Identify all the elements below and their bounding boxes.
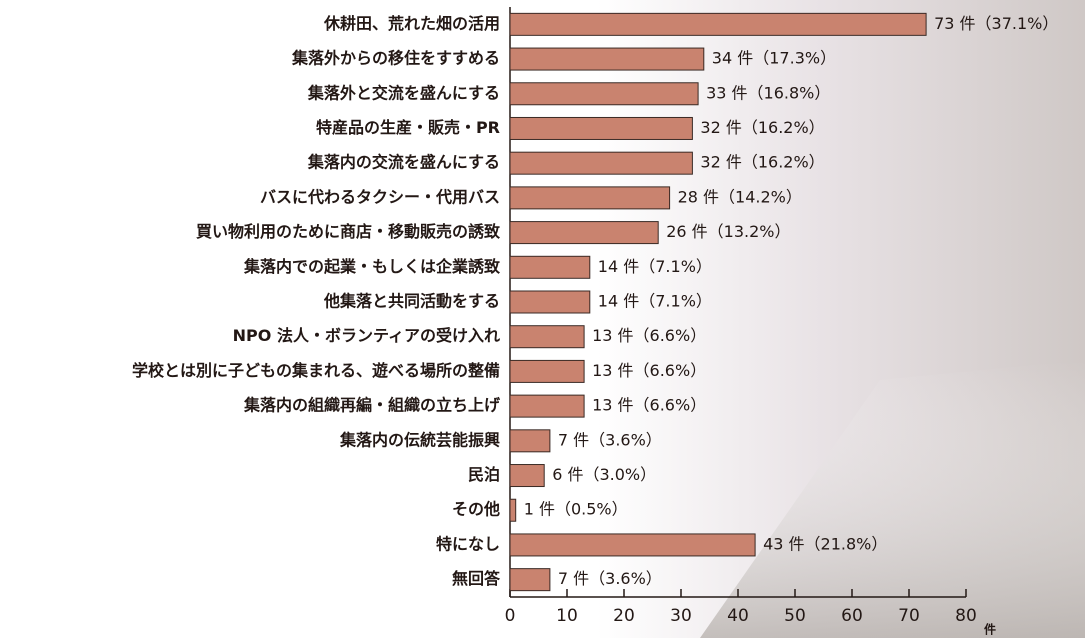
bar <box>510 187 670 209</box>
value-label: 43 件（21.8%） <box>763 534 887 553</box>
bar <box>510 13 926 35</box>
bar <box>510 256 590 278</box>
bar <box>510 465 544 487</box>
value-label: 7 件（3.6%） <box>558 430 662 449</box>
bar <box>510 534 755 556</box>
x-tick-label: 10 <box>556 606 578 626</box>
x-tick-label: 20 <box>613 606 635 626</box>
x-tick-label: 30 <box>670 606 692 626</box>
x-tick-label: 60 <box>841 606 863 626</box>
bar <box>510 83 698 105</box>
y-tick-label: 集落内での起業・もしくは企業誘致 <box>243 257 501 276</box>
x-axis-unit: 件 <box>984 622 996 637</box>
x-tick-label: 0 <box>505 606 516 626</box>
bar <box>510 152 692 174</box>
value-label: 32 件（16.2%） <box>700 118 824 137</box>
bar <box>510 48 704 70</box>
y-tick-label: 特になし <box>436 534 500 553</box>
y-tick-label: バスに代わるタクシー・代用バス <box>260 187 500 206</box>
bar <box>510 499 516 521</box>
value-label: 34 件（17.3%） <box>712 49 836 68</box>
y-tick-label: 集落内の伝統芸能振興 <box>339 430 500 449</box>
value-label: 13 件（6.6%） <box>592 361 706 380</box>
y-tick-label: 集落外と交流を盛んにする <box>307 83 500 102</box>
value-label: 1 件（0.5%） <box>524 500 628 519</box>
value-label: 33 件（16.8%） <box>706 83 830 102</box>
bar <box>510 430 550 452</box>
bar <box>510 326 584 348</box>
value-label: 32 件（16.2%） <box>700 153 824 172</box>
value-label: 6 件（3.0%） <box>552 465 656 484</box>
y-tick-label: 学校とは別に子どもの集まれる、遊べる場所の整備 <box>132 361 500 380</box>
chart: 件 0 10 20 30 40 50 60 70 80 休耕田、荒れた畑の活用 73 件（37.1%… <box>0 0 1085 638</box>
y-tick-label: 休耕田、荒れた畑の活用 <box>323 14 500 33</box>
y-tick-label: 特産品の生産・販売・PR <box>316 118 500 137</box>
x-tick-label: 40 <box>727 606 749 626</box>
value-label: 14 件（7.1%） <box>598 292 712 311</box>
y-tick-label: 集落内の組織再編・組織の立ち上げ <box>243 396 501 415</box>
page: 件 0 10 20 30 40 50 60 70 80 休耕田、荒れた畑の活用 73 件（37.1%… <box>0 0 1085 638</box>
x-tick-label: 80 <box>955 606 977 626</box>
value-label: 73 件（37.1%） <box>934 14 1058 33</box>
x-tick-label: 70 <box>898 606 920 626</box>
bar <box>510 291 590 313</box>
y-tick-label: NPO 法人・ボランティアの受け入れ <box>233 326 500 345</box>
y-tick-label: 集落外からの移住をすすめる <box>291 49 500 68</box>
bar <box>510 395 584 417</box>
bar <box>510 360 584 382</box>
value-label: 7 件（3.6%） <box>558 569 662 588</box>
y-tick-label: その他 <box>452 500 500 519</box>
value-label: 13 件（6.6%） <box>592 326 706 345</box>
value-label: 26 件（13.2%） <box>666 222 790 241</box>
bar <box>510 569 550 591</box>
value-label: 13 件（6.6%） <box>592 396 706 415</box>
y-tick-label: 集落内の交流を盛んにする <box>307 153 500 172</box>
value-label: 14 件（7.1%） <box>598 257 712 276</box>
y-tick-label: 買い物利用のために商店・移動販売の誘致 <box>196 222 501 241</box>
bar <box>510 222 658 244</box>
y-tick-label: 民泊 <box>468 465 500 484</box>
x-tick-label: 50 <box>784 606 806 626</box>
bar <box>510 117 692 139</box>
value-label: 28 件（14.2%） <box>678 187 802 206</box>
y-tick-label: 無回答 <box>452 569 501 588</box>
y-tick-label: 他集落と共同活動をする <box>323 292 500 311</box>
